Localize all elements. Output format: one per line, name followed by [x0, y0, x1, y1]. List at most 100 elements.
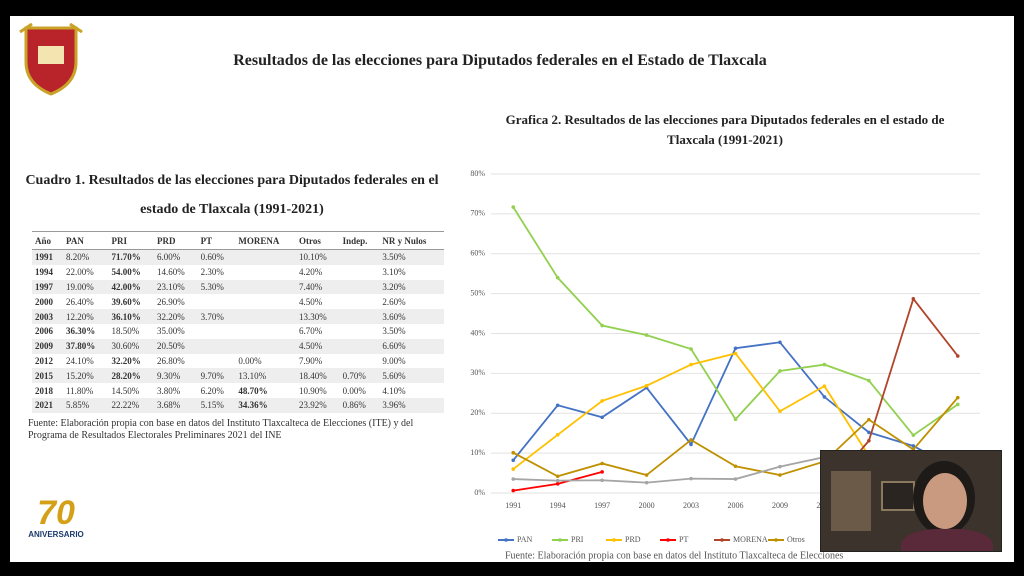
table-cell: [197, 338, 236, 354]
table-cell: 4.10%: [382, 385, 406, 396]
table-cell: [235, 338, 297, 354]
data-point: [600, 470, 604, 474]
column-header: PAN: [62, 231, 109, 250]
table-cell: 18.50%: [111, 326, 140, 337]
table-row: 2000 26.40% 39.60% 26.90% 4.50% 2.60%: [32, 294, 444, 309]
table-cell: 15.20%: [62, 368, 109, 384]
table-source: Fuente: Elaboración propia con base en d…: [28, 418, 414, 441]
clothes: [901, 529, 993, 551]
data-point: [778, 473, 782, 477]
table-cell: 3.50%: [379, 249, 444, 265]
data-point: [555, 275, 560, 280]
table-cell: 3.80%: [157, 385, 181, 396]
data-point: [644, 473, 649, 477]
data-point: [733, 346, 738, 351]
data-point: [733, 417, 738, 422]
column-header: NR y Nulos: [379, 231, 444, 250]
data-point: [733, 477, 738, 481]
data-point: [689, 347, 693, 351]
anniversary-text: ANIVERSARIO: [28, 530, 84, 539]
table-cell: 7.40%: [296, 279, 340, 295]
data-point: [689, 476, 693, 481]
legend-marker: [774, 538, 778, 542]
table-cell: [339, 279, 380, 295]
table-cell: [339, 309, 380, 324]
table-cell: 2018: [35, 385, 53, 396]
table-cell: 2.60%: [382, 296, 406, 307]
y-tick-label: 70%: [470, 209, 485, 218]
data-point: [555, 403, 560, 408]
column-header: Año: [32, 231, 63, 250]
data-point: [555, 482, 560, 486]
table-cell: 0.86%: [339, 397, 380, 413]
table-cell: 2021: [32, 397, 63, 413]
table-cell: 39.60%: [111, 296, 141, 307]
data-point: [689, 442, 693, 447]
table-cell: 35.00%: [157, 326, 185, 337]
legend-label: PRD: [625, 535, 641, 544]
table-cell: 54.00%: [111, 267, 141, 278]
data-point: [822, 384, 827, 388]
column-header: PRI: [108, 231, 155, 250]
table-cell: [235, 309, 297, 324]
data-point: [511, 450, 516, 455]
slide: Resultados de las elecciones para Diputa…: [10, 16, 1014, 562]
table-cell: 1991: [32, 249, 63, 265]
legend-marker: [504, 538, 508, 542]
column-header: Otros: [296, 231, 340, 250]
table-row: 1991 8.20% 71.70% 6.00% 0.60% 10.10% 3.50%: [32, 249, 444, 265]
table-cell: 23.92%: [296, 397, 340, 413]
data-point: [644, 480, 649, 485]
table-cell: 36.30%: [65, 326, 96, 337]
data-point: [778, 340, 782, 345]
table-cell: 9.70%: [197, 368, 236, 384]
table-cell: 26.90%: [157, 296, 185, 307]
x-tick-label: 1991: [505, 501, 521, 510]
table-cell: 2.30%: [200, 267, 224, 278]
y-tick-label: 80%: [470, 169, 485, 178]
data-point: [511, 477, 516, 481]
table-cell: [339, 249, 380, 265]
table-cell: 1997: [32, 279, 63, 295]
data-point: [600, 461, 604, 466]
data-point: [689, 362, 693, 367]
table-cell: 22.22%: [108, 397, 155, 413]
legend-marker: [666, 538, 670, 542]
table-cell: 71.70%: [108, 249, 155, 265]
data-point: [644, 333, 649, 337]
data-point: [555, 478, 560, 483]
table-cell: 3.68%: [154, 397, 198, 413]
table-cell: 20.50%: [154, 338, 198, 354]
table-cell: 48.70%: [238, 385, 268, 396]
table-cell: 2000: [35, 296, 53, 307]
table-cell: 2012: [35, 355, 53, 366]
legend-label: PT: [679, 535, 688, 544]
table-cell: 37.80%: [62, 338, 109, 354]
anniversary-number: 70: [37, 494, 75, 532]
table-cell: 0.70%: [339, 368, 380, 384]
table-cell: [235, 279, 297, 295]
table-cell: 8.20%: [62, 249, 109, 265]
data-point: [644, 383, 649, 388]
legend-marker: [558, 538, 562, 542]
data-point: [689, 438, 693, 442]
legend-label: Otros: [787, 535, 805, 544]
logo: [19, 22, 83, 96]
table-cell: 14.60%: [157, 267, 185, 278]
legend-label: PAN: [517, 535, 532, 544]
table-row: 2012 24.10% 32.20% 26.80% 0.00% 7.90% 9.00%: [32, 354, 444, 369]
table-cell: 26.80%: [157, 355, 185, 366]
webcam-overlay: [820, 450, 1002, 552]
data-point: [600, 399, 604, 403]
table-cell: 9.30%: [154, 368, 198, 384]
table-cell: 2015: [32, 368, 63, 384]
data-point: [911, 433, 916, 437]
data-point: [822, 395, 827, 399]
data-point: [911, 297, 916, 301]
table-cell: 3.10%: [382, 267, 406, 278]
table-cell: 30.60%: [108, 338, 155, 354]
data-point: [511, 467, 516, 471]
y-tick-label: 20%: [470, 408, 485, 417]
legend-marker: [720, 538, 724, 542]
table-cell: 1994: [35, 267, 53, 278]
